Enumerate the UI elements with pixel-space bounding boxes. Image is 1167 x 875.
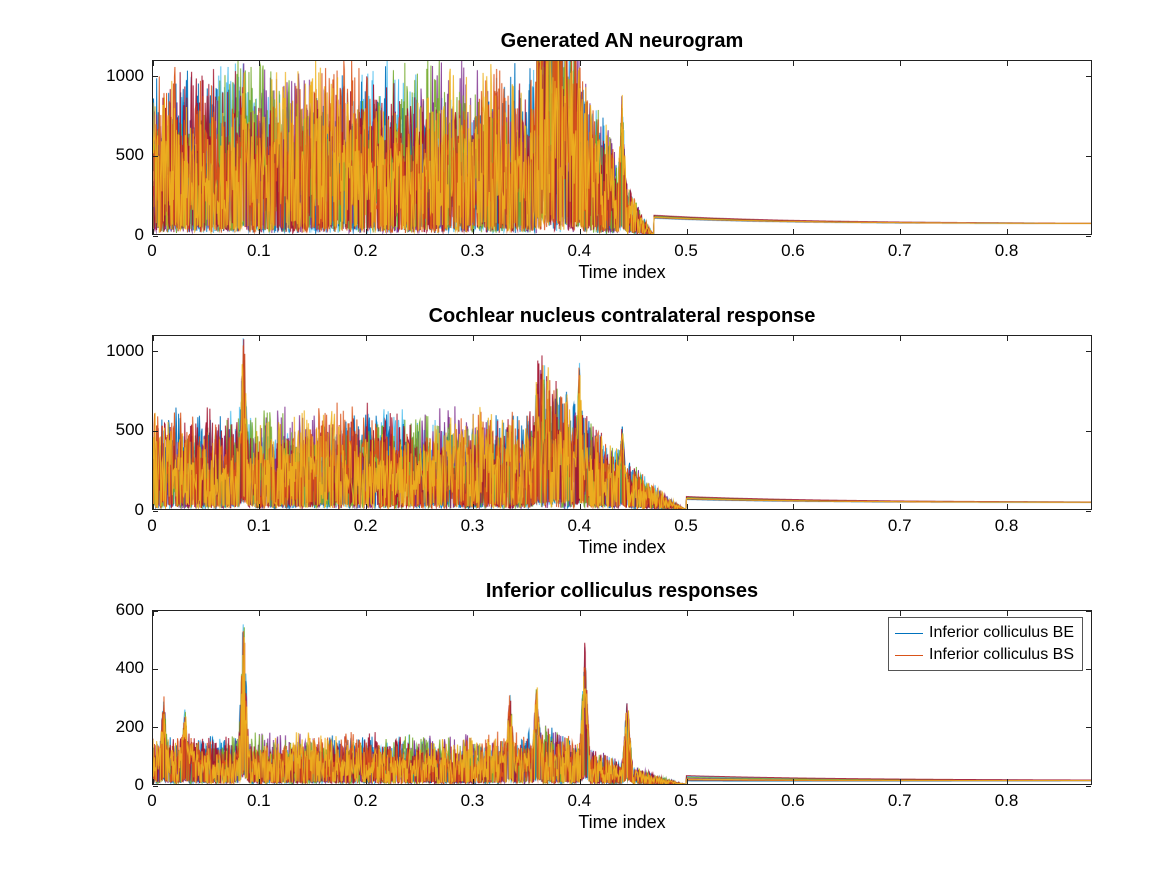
xtick-label: 0.6 xyxy=(781,510,805,536)
chart-title: Inferior colliculus responses xyxy=(152,580,1092,603)
xtick-label: 0.3 xyxy=(461,785,485,811)
subplot-an-neurogram: Generated AN neurogram Time index 050010… xyxy=(152,60,1092,235)
xtick-label: 0.8 xyxy=(995,235,1019,261)
xtick-label: 0.8 xyxy=(995,785,1019,811)
x-axis-label: Time index xyxy=(152,537,1092,558)
xtick-label: 0.6 xyxy=(781,235,805,261)
xtick-label: 0.7 xyxy=(888,510,912,536)
axes xyxy=(152,60,1092,235)
ytick-label: 400 xyxy=(116,658,152,678)
legend-swatch xyxy=(895,655,923,656)
xtick-label: 0.3 xyxy=(461,235,485,261)
xtick-label: 0.5 xyxy=(674,785,698,811)
xtick-label: 0.1 xyxy=(247,235,271,261)
ytick-label: 600 xyxy=(116,600,152,620)
ytick-label: 1000 xyxy=(106,66,152,86)
xtick-label: 0.2 xyxy=(354,510,378,536)
x-axis-label: Time index xyxy=(152,262,1092,283)
plot-canvas xyxy=(153,336,1091,509)
xtick-label: 0.2 xyxy=(354,785,378,811)
xtick-label: 0.4 xyxy=(567,510,591,536)
subplot-cochlear-nucleus: Cochlear nucleus contralateral response … xyxy=(152,335,1092,510)
xtick-label: 0.1 xyxy=(247,785,271,811)
legend-swatch xyxy=(895,633,923,634)
xtick-label: 0.5 xyxy=(674,235,698,261)
legend-label: Inferior colliculus BE xyxy=(929,622,1074,644)
xtick-label: 0.8 xyxy=(995,510,1019,536)
xtick-label: 0.2 xyxy=(354,235,378,261)
legend-label: Inferior colliculus BS xyxy=(929,644,1074,666)
axes: Inferior colliculus BE Inferior collicul… xyxy=(152,610,1092,785)
legend-item: Inferior colliculus BS xyxy=(895,644,1074,666)
xtick-label: 0 xyxy=(147,235,156,261)
xtick-label: 0.5 xyxy=(674,510,698,536)
xtick-label: 0 xyxy=(147,785,156,811)
xtick-label: 0.1 xyxy=(247,510,271,536)
ytick-label: 1000 xyxy=(106,341,152,361)
xtick-label: 0.6 xyxy=(781,785,805,811)
axes xyxy=(152,335,1092,510)
figure: Generated AN neurogram Time index 0 500 10… xyxy=(0,0,1167,875)
legend: Inferior colliculus BE Inferior collicul… xyxy=(888,617,1083,671)
xtick-label: 0.7 xyxy=(888,785,912,811)
xtick-label: 0 xyxy=(147,510,156,536)
plot-canvas xyxy=(153,61,1091,234)
ytick-label: 500 xyxy=(116,420,152,440)
ytick-label: 500 xyxy=(116,145,152,165)
legend-item: Inferior colliculus BE xyxy=(895,622,1074,644)
x-axis-label: Time index xyxy=(152,812,1092,833)
xtick-label: 0.3 xyxy=(461,510,485,536)
chart-title: Generated AN neurogram xyxy=(152,30,1092,53)
chart-title: Cochlear nucleus contralateral response xyxy=(152,305,1092,328)
xtick-label: 0.4 xyxy=(567,785,591,811)
xtick-label: 0.7 xyxy=(888,235,912,261)
ytick-label: 200 xyxy=(116,717,152,737)
subplot-inferior-colliculus: Inferior colliculus responses Inferior c… xyxy=(152,610,1092,785)
xtick-label: 0.4 xyxy=(567,235,591,261)
